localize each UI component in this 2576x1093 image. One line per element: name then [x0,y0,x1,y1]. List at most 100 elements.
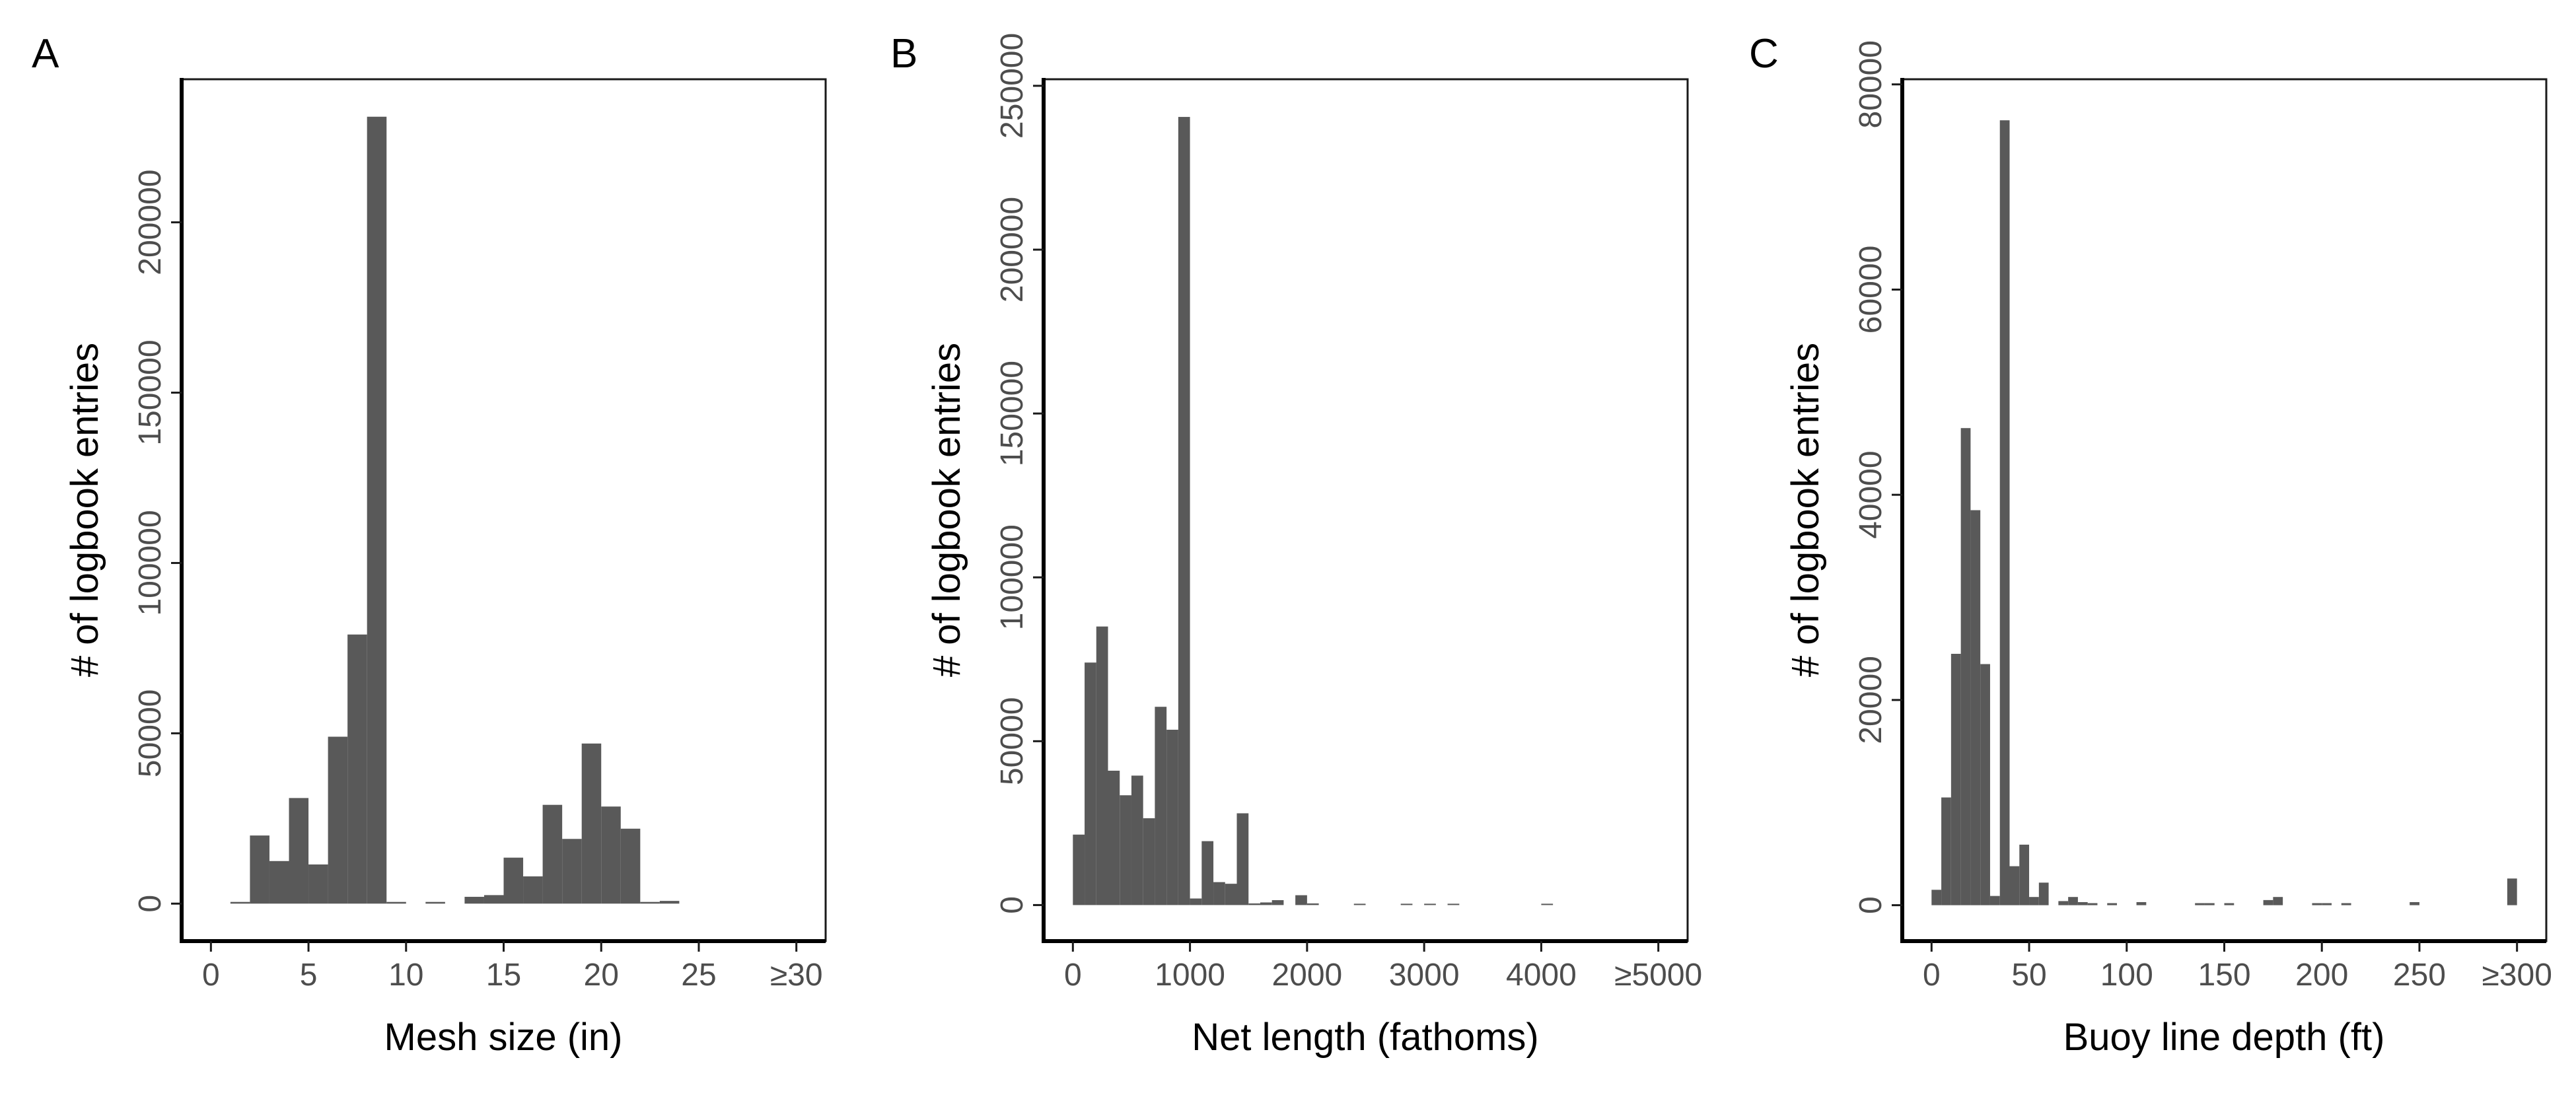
panel-b-x-tick-label-2: 2000 [1271,958,1342,993]
panel-c-bar-13 [2068,897,2078,905]
panel-b-y-tick-label-1: 50000 [995,697,1030,785]
panel-c-bar-6 [1989,896,2000,905]
panel-c-bar-10 [2029,897,2039,905]
panel-a-bar-4 [308,864,328,904]
panel-b-bar-13 [1225,884,1237,905]
panel-b-y-tick-label-5: 250000 [995,33,1030,139]
panel-a-y-tick-label-0: 0 [133,895,168,913]
panel-a-x-tick-label-0: 0 [202,958,220,993]
panel-a-x-axis-title: Mesh size (in) [384,1016,623,1059]
panel-c-bar-8 [2009,866,2020,905]
panel-a-bars [230,116,680,904]
panel-a-x-ticks: 0 5 10 15 20 25 ≥30 [202,941,823,993]
panel-b-bars [1073,117,1554,905]
panel-b-y-tick-label-0: 0 [995,896,1030,914]
panel-b-bar-5 [1131,775,1143,905]
panel-c-bar-17 [2136,901,2147,905]
panel-b-bar-19 [1306,903,1319,905]
panel-a-x-tick-label-2: 10 [388,958,423,993]
panel-a-bar-16 [581,743,602,904]
panel-b-bar-15 [1248,903,1260,905]
panel-c-bar-4 [1970,510,1981,905]
panel-c-bar-16 [2107,903,2117,905]
panel-a-y-tick-label-1: 50000 [133,689,168,777]
panel-c-bar-21 [2263,899,2273,905]
panel-a-x-tick-label-6: ≥30 [770,958,823,993]
panel-c-x-axis-title: Buoy line depth (ft) [2063,1016,2385,1059]
panel-c-letter: C [1749,31,1779,77]
panel-c-x-tick-label-4: 200 [2295,958,2348,993]
panel-b-bar-9 [1178,117,1190,905]
panel-c-y-tick-label-0: 0 [1853,896,1888,914]
panel-b-y-axis-title: # of logbook entries [925,343,968,677]
panel-c-bar-3 [1960,428,1971,905]
panel-b-x-tick-label-5: ≥5000 [1614,958,1702,993]
panel-b-bar-4 [1120,795,1131,905]
panel-a-bar-1 [250,835,269,904]
panel-c-bar-19 [2204,903,2215,905]
panel-b-x-ticks: 0 1000 2000 3000 4000 ≥5000 [1064,941,1702,993]
panel-b-bar-7 [1155,707,1167,905]
panel-b-bar-2 [1096,626,1108,905]
panel-c-plot-frame [1901,78,2548,942]
panel-b-bar-0 [1073,834,1085,905]
panel-b-x-tick-label-0: 0 [1064,958,1082,993]
panel-b-y-tick-label-4: 200000 [995,197,1030,302]
panel-a-bar-18 [620,828,641,904]
panel-c-bar-22 [2273,897,2283,905]
panel-a-bar-10 [464,896,484,904]
panel-b-bar-20 [1353,903,1366,905]
panel-c-bar-7 [1999,120,2010,905]
panel-b-bar-16 [1260,902,1272,905]
panel-c-x-tick-label-3: 150 [2198,958,2250,993]
panel-c-bar-27 [2507,878,2517,905]
panel-c-y-axis-title: # of logbook entries [1784,343,1827,677]
panel-b-bar-11 [1201,841,1214,905]
panel-c-x-tick-label-1: 50 [2011,958,2046,993]
panel-c: C 0 50 100 150 200 250 ≥300 0 20000 40000 60000 80… [1749,31,2552,1059]
panel-c-bar-11 [2038,882,2049,905]
panel-b-y-tick-label-3: 150000 [995,361,1030,466]
panel-b-bar-24 [1541,903,1554,905]
panel-a-x-tick-label-4: 20 [584,958,619,993]
panel-b-bar-10 [1190,898,1202,905]
panel-a-bar-2 [269,861,289,904]
panel-b-bar-21 [1400,903,1413,905]
panel-c-x-tick-label-6: ≥300 [2482,958,2552,993]
panel-b-bar-14 [1236,813,1249,905]
panel-b-bar-1 [1085,662,1096,905]
panel-b-x-tick-label-1: 1000 [1155,958,1225,993]
panel-a-bar-6 [347,634,367,904]
panel-b-x-axis-title: Net length (fathoms) [1192,1016,1538,1059]
panel-c-y-tick-label-1: 20000 [1853,656,1888,744]
panel-b-letter: B [890,31,917,77]
panel-c-bar-24 [2322,903,2332,905]
panel-c-bar-18 [2195,903,2205,905]
panel-a-y-tick-label-2: 100000 [133,510,168,616]
panel-c-x-ticks: 0 50 100 150 200 250 ≥300 [1923,941,2552,993]
panel-a-bar-3 [289,798,309,904]
panel-c-bar-25 [2341,903,2351,905]
panel-c-bar-1 [1941,797,1951,905]
panel-a-y-tick-label-4: 200000 [133,170,168,275]
panel-a-y-ticks: 0 50000 100000 150000 200000 [133,170,182,913]
panel-c-x-tick-label-2: 100 [2100,958,2153,993]
panel-a-bar-13 [523,876,543,904]
panel-c-bar-14 [2077,901,2088,905]
panel-c-y-tick-label-3: 60000 [1853,246,1888,334]
panel-a-bar-17 [601,806,621,904]
panel-c-bars [1931,120,2517,905]
panel-a-x-tick-label-5: 25 [681,958,716,993]
panel-a-bar-15 [562,839,582,904]
panel-c-x-tick-label-5: 250 [2393,958,2446,993]
panel-a-y-axis-title: # of logbook entries [63,343,106,677]
panel-c-bar-0 [1931,890,1942,905]
panel-b-bar-17 [1271,899,1284,905]
panel-c-y-tick-label-2: 40000 [1853,450,1888,538]
panel-b-bar-12 [1213,882,1225,905]
panel-b-y-tick-label-2: 100000 [995,524,1030,630]
panel-b-y-ticks: 0 50000 100000 150000 200000 250000 [995,33,1044,914]
panel-a-bar-9 [425,901,445,904]
